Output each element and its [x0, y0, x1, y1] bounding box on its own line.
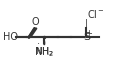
Text: |: |: [85, 19, 88, 28]
Text: +: +: [85, 29, 92, 38]
Text: Cl$^-$: Cl$^-$: [87, 8, 105, 20]
Text: O: O: [32, 17, 39, 27]
Text: HO: HO: [3, 33, 18, 43]
Text: S: S: [83, 33, 90, 43]
Text: NH$_2$: NH$_2$: [35, 46, 54, 58]
Text: $\mathdefault{\dot{N}H_2}$: $\mathdefault{\dot{N}H_2}$: [34, 42, 54, 59]
